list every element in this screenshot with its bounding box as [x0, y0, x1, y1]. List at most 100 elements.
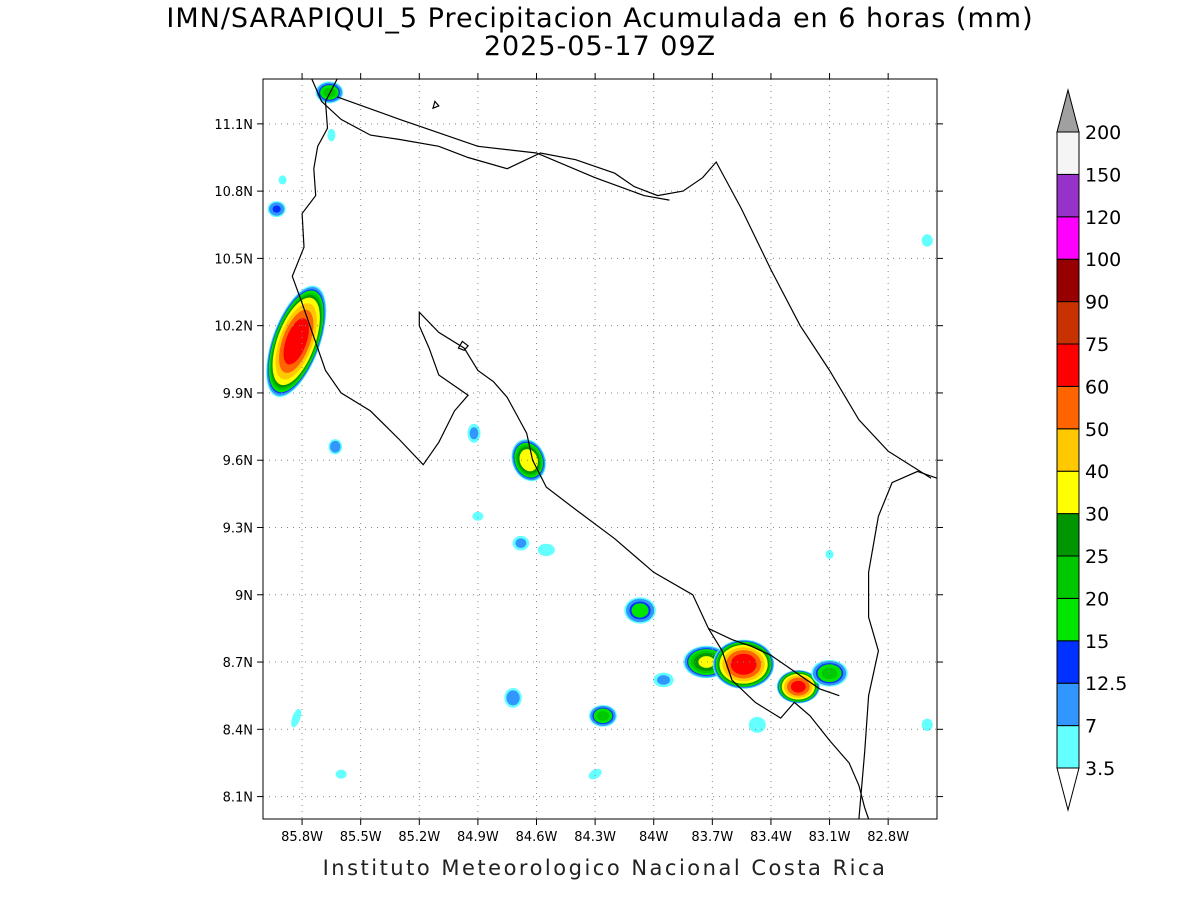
precip-contour: [469, 427, 479, 440]
colorbar-swatch: [1056, 470, 1080, 515]
footer-institution: Instituto Meteorologico Nacional Costa R…: [322, 856, 888, 880]
colorbar-level-label: 20: [1085, 588, 1109, 610]
y-tick-label: 8.1N: [223, 791, 253, 806]
precip-cell: [266, 285, 327, 398]
colorbar-swatch: [1056, 301, 1080, 345]
precip-cell: [537, 543, 555, 557]
x-tick-label: 83.1W: [809, 830, 851, 845]
x-tick-label: 84W: [639, 830, 669, 845]
colorbar-swatch: [1056, 597, 1080, 642]
precip-cell: [327, 128, 336, 142]
colorbar-swatch: [1056, 131, 1080, 175]
x-tick-label: 85.2W: [398, 830, 440, 845]
colorbar-level-label: 75: [1085, 334, 1109, 356]
precip-contour: [283, 318, 309, 365]
precip-contour: [748, 716, 766, 733]
y-tick-label: 10.5N: [214, 252, 253, 267]
precip-contour: [656, 675, 671, 685]
colorbar-level-label: 15: [1085, 631, 1109, 653]
x-tick-label: 82.8W: [867, 830, 909, 845]
colorbar-level-label: 50: [1085, 419, 1109, 441]
border-line: [708, 627, 840, 697]
precip-cell: [588, 768, 602, 780]
precip-cell: [921, 718, 933, 732]
x-tick-label: 84.3W: [574, 830, 616, 845]
precip-cell: [267, 201, 286, 218]
precip-contour: [323, 87, 336, 98]
precip-contour: [291, 708, 302, 728]
island-outline: [457, 340, 469, 352]
coastline: [291, 79, 870, 819]
colorbar-swatch: [1056, 173, 1080, 218]
colorbar-low-arrow: [1056, 767, 1080, 812]
colorbar-level-label: 120: [1085, 207, 1121, 229]
precip-cell: [921, 234, 933, 247]
precip-contour: [272, 205, 281, 213]
precip-cell: [278, 175, 287, 185]
colorbar-swatch: [1056, 428, 1080, 472]
precip-contour: [335, 769, 347, 779]
x-tick-label: 85.8W: [281, 830, 323, 845]
border-line: [858, 470, 937, 819]
precip-contour: [921, 718, 933, 732]
coastline: [311, 79, 932, 479]
colorbar-level-label: 60: [1085, 376, 1109, 398]
y-tick-label: 8.7N: [223, 656, 253, 671]
colorbar-swatch: [1056, 725, 1080, 769]
precip-cell: [328, 439, 343, 455]
colorbar-legend: 3.5 7 12.5 15 20 25 30 40 50 60 75 90 100 120 150 200: [1056, 88, 1127, 812]
y-tick-label: 9.9N: [223, 387, 253, 402]
precip-cell: [467, 423, 481, 443]
precip-contour: [730, 653, 757, 675]
coastlines-and-borders: [291, 79, 937, 819]
precip-cell: [712, 639, 775, 689]
precip-contour: [472, 511, 484, 521]
latitude-tick-labels: 11.1N 10.8N 10.5N 10.2N 9.9N 9.6N 9.3N 9N 8.7N 8.…: [214, 118, 943, 806]
border-line: [336, 96, 670, 201]
colorbar-level-label: 200: [1085, 122, 1121, 144]
precip-cell: [504, 688, 522, 708]
longitude-tick-labels: 85.8W 85.5W 85.2W 84.9W 84.6W 84.3W 84W 83.7W 83…: [281, 73, 909, 845]
colorbar-level-label: 30: [1085, 504, 1109, 526]
x-tick-label: 83.4W: [750, 830, 792, 845]
colorbar-swatch: [1056, 258, 1080, 303]
precip-contour: [596, 710, 610, 721]
colorbar-swatch: [1056, 216, 1080, 260]
precip-cell: [588, 704, 617, 727]
precip-contour: [330, 440, 341, 453]
precip-contour: [506, 690, 520, 706]
precip-cell: [624, 597, 656, 624]
colorbar-level-label: 90: [1085, 292, 1109, 314]
precip-cell: [825, 549, 834, 559]
x-tick-label: 85.5W: [340, 830, 382, 845]
precip-contour: [327, 128, 336, 142]
colorbar-high-arrow: [1056, 88, 1080, 133]
y-tick-label: 11.1N: [214, 118, 253, 133]
precip-cell: [291, 708, 302, 728]
island-outline: [432, 100, 440, 110]
colorbar-swatch: [1056, 682, 1080, 727]
colorbar-level-label: 12.5: [1085, 673, 1127, 695]
y-tick-label: 9N: [235, 589, 253, 604]
chart-subtitle-datetime: 2025-05-17 09Z: [483, 31, 717, 62]
precip-contour: [825, 549, 834, 559]
y-tick-label: 8.4N: [223, 723, 253, 738]
colorbar-level-label: 3.5: [1085, 758, 1115, 780]
x-tick-label: 84.9W: [457, 830, 499, 845]
precip-contour: [515, 538, 527, 548]
precip-contour: [698, 656, 715, 668]
precip-cell: [512, 535, 530, 551]
precip-cell: [748, 716, 766, 733]
precip-contour: [790, 680, 806, 693]
precip-cell: [653, 672, 674, 688]
colorbar-level-label: 7: [1085, 716, 1097, 738]
colorbar-swatch: [1056, 343, 1080, 387]
x-tick-label: 84.6W: [516, 830, 558, 845]
y-tick-label: 10.2N: [214, 320, 253, 335]
colorbar-swatch: [1056, 385, 1080, 430]
y-tick-label: 9.3N: [223, 521, 253, 536]
colorbar-swatch: [1056, 640, 1080, 684]
precip-contour: [631, 603, 649, 618]
map-frame: [262, 78, 938, 820]
